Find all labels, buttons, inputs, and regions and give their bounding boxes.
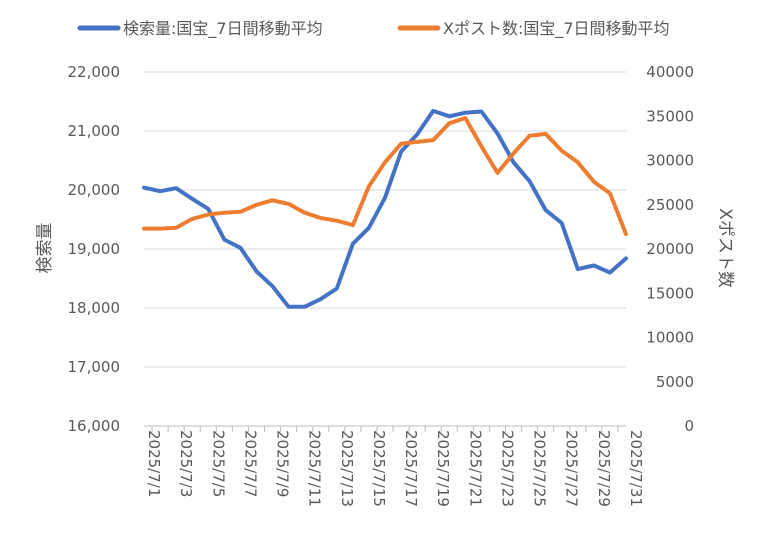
series-line-1 bbox=[142, 116, 628, 236]
x-tick-label: 2025/7/27 bbox=[563, 430, 581, 507]
gridlines bbox=[144, 71, 626, 368]
x-tick-label: 2025/7/31 bbox=[627, 430, 645, 507]
x-tick-label: 2025/7/7 bbox=[241, 430, 259, 497]
x-tick-label: 2025/7/17 bbox=[402, 430, 420, 507]
y-left-tick-label: 16,000 bbox=[68, 417, 121, 435]
y-axis-left-title: 検索量 bbox=[35, 223, 55, 274]
y-right-tick-label: 5000 bbox=[656, 373, 694, 391]
y-right-tick-label: 30000 bbox=[646, 152, 694, 170]
legend: 検索量:国宝_7日間移動平均 Xポスト数:国宝_7日間移動平均 bbox=[77, 19, 670, 39]
x-tick-label: 2025/7/29 bbox=[595, 430, 613, 507]
y-right-tick-label: 25000 bbox=[646, 196, 694, 214]
x-tick-label: 2025/7/21 bbox=[466, 430, 484, 507]
x-tick-label: 2025/7/3 bbox=[177, 430, 195, 497]
x-tick-label: 2025/7/15 bbox=[370, 430, 388, 507]
y-right-tick-label: 0 bbox=[684, 417, 694, 435]
x-tick-label: 2025/7/19 bbox=[434, 430, 452, 507]
legend-label-posts: Xポスト数:国宝_7日間移動平均 bbox=[443, 19, 670, 39]
y-right-tick-label: 40000 bbox=[646, 63, 694, 81]
y-left-tick-label: 20,000 bbox=[68, 181, 121, 199]
y-left-tick-label: 17,000 bbox=[68, 358, 121, 376]
y-left-tick-label: 19,000 bbox=[68, 240, 121, 258]
legend-label-search: 検索量:国宝_7日間移動平均 bbox=[123, 19, 323, 39]
y-left-tick-label: 21,000 bbox=[68, 122, 121, 140]
y-axis-right-title: Xポスト数 bbox=[715, 208, 735, 288]
x-tick-label: 2025/7/5 bbox=[209, 430, 227, 497]
x-tick-label: 2025/7/11 bbox=[306, 430, 324, 507]
x-tick-label: 2025/7/9 bbox=[274, 430, 292, 497]
x-tick-label: 2025/7/13 bbox=[338, 430, 356, 507]
y-left-tick-label: 22,000 bbox=[68, 63, 121, 81]
series-line-0 bbox=[142, 108, 628, 309]
x-tick-label: 2025/7/1 bbox=[145, 430, 163, 497]
x-tick-label: 2025/7/23 bbox=[498, 430, 516, 507]
y-left-tick-label: 18,000 bbox=[68, 299, 121, 317]
x-tick-label: 2025/7/25 bbox=[531, 430, 549, 507]
series bbox=[142, 108, 628, 309]
y-right-tick-label: 15000 bbox=[646, 284, 694, 302]
y-right-tick-label: 20000 bbox=[646, 240, 694, 258]
axes: 16,000 17,000 18,000 19,000 20,000 21,000 22,0… bbox=[68, 63, 695, 507]
y-right-tick-label: 10000 bbox=[646, 329, 694, 347]
y-right-tick-label: 35000 bbox=[646, 107, 694, 125]
